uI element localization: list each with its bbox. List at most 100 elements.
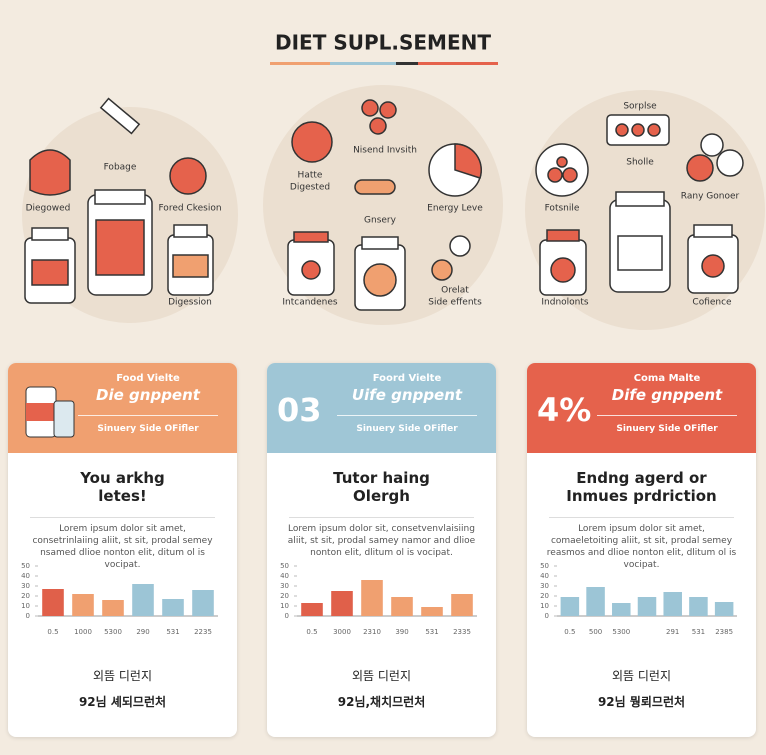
bar [612, 603, 631, 616]
y-tick-label: 40 [280, 572, 289, 580]
bottle-label [26, 403, 56, 421]
footer-text: 92님 셰되므런처 [78, 695, 167, 709]
y-tick-label: 30 [540, 582, 549, 590]
y-tick-label: 40 [540, 572, 549, 580]
bar-chart: 0 10 20 30 40 50 0.5 500 5300 291 531 2385 [540, 562, 737, 636]
icon-label: Side effents [428, 298, 482, 308]
bar-chart: 0 10 20 30 40 50 0.5 3000 2310 390 531 2335 [280, 562, 477, 636]
y-tick-label: 40 [21, 572, 30, 580]
bar [689, 597, 708, 616]
icon-label: Hatte [298, 171, 323, 181]
y-tick-label: 50 [280, 562, 289, 570]
bar [192, 590, 214, 616]
badge: 4% [537, 391, 592, 429]
icon-label: Fotsnile [545, 204, 580, 214]
card-title: Dife gnppent [611, 386, 723, 404]
paragraph: Lorem ipsum dolor sit amet, consetrinlai… [32, 524, 213, 570]
bar [162, 599, 184, 616]
card: 4% Coma Malte Dife gnppent Sinuery Side OFi… [527, 363, 756, 737]
bar [421, 607, 443, 616]
icon-label: Sorplse [623, 102, 657, 112]
bar [451, 594, 473, 616]
x-tick-label: 0.5 [306, 628, 317, 636]
divider [289, 517, 474, 518]
x-tick-label: 531 [166, 628, 179, 636]
bar [714, 602, 734, 616]
heading: Endng agerd or Inmues prdriction [527, 469, 756, 505]
y-tick-label: 50 [21, 562, 30, 570]
y-tick-label: 20 [280, 592, 289, 600]
heading: You arkhg letes! [8, 469, 237, 505]
icon-label: Intcandenes [282, 298, 338, 308]
footer-text: 외뜸 디런지 [92, 669, 152, 683]
card: 03 Foord Vielte Uife gnppent Sinuery Side O… [267, 363, 496, 737]
x-tick-label: 290 [136, 628, 149, 636]
heading-line: Tutor haing [333, 469, 430, 487]
icon-label: Fored Ckesion [158, 204, 221, 214]
paragraph: Lorem ipsum dolor sit, consetvenvlaisiin… [287, 524, 476, 558]
icon-label: Energy Leve [427, 204, 483, 214]
footer-text: 92님,채치므런처 [337, 695, 426, 709]
y-tick-label: 10 [21, 602, 30, 610]
bar [301, 603, 323, 616]
card-header: Food Vielte Die gnppent Sinuery Side OFifl… [8, 363, 237, 453]
top-illustration: DIET SUPL.SEMENT Fobage Diegowed Fored C… [22, 31, 765, 330]
card: Food Vielte Die gnppent Sinuery Side OFifl… [8, 363, 237, 737]
subtitle: Sinuery Side OFifler [97, 424, 199, 434]
x-tick-label: 0.5 [47, 628, 58, 636]
y-tick-label: 0 [545, 612, 549, 620]
icon-label: Fobage [104, 163, 137, 173]
bar [331, 591, 353, 616]
card-title: Uife gnppent [351, 386, 463, 404]
icon-label: Digession [168, 298, 212, 308]
card-header: 03 Foord Vielte Uife gnppent Sinuery Side O… [267, 363, 496, 453]
icon-label: Orelat [441, 286, 469, 296]
y-tick-label: 10 [540, 602, 549, 610]
bottle [53, 400, 75, 438]
card-header: 4% Coma Malte Dife gnppent Sinuery Side OFi… [527, 363, 756, 453]
heading-line: You arkhg [80, 469, 165, 487]
divider [337, 415, 477, 416]
title-underline [418, 62, 498, 65]
bar [42, 589, 64, 616]
divider [597, 415, 737, 416]
bar-chart: 0 10 20 30 40 50 0.5 1000 5300 290 531 2235 [21, 562, 218, 636]
subtitle: Sinuery Side OFifler [356, 424, 458, 434]
icon-label: Nisend Invsith [353, 146, 417, 156]
heading: Tutor haing Olergh [267, 469, 496, 505]
bar [361, 580, 383, 616]
y-tick-label: 30 [280, 582, 289, 590]
divider [78, 415, 218, 416]
icons [24, 97, 744, 311]
x-tick-label: 2385 [715, 628, 733, 636]
divider [30, 517, 215, 518]
card-title: Die gnppent [96, 386, 200, 404]
footer-text: 외뜸 디런지 [351, 669, 411, 683]
bar [72, 594, 94, 616]
bar [663, 592, 682, 616]
heading-line: Endng agerd or [576, 469, 707, 487]
bar [637, 597, 657, 616]
icon-label: Diegowed [26, 204, 71, 214]
x-tick-label: 2235 [194, 628, 212, 636]
x-tick-label: 1000 [74, 628, 92, 636]
x-tick-label: 2335 [453, 628, 471, 636]
heading-line: letes! [98, 487, 147, 505]
y-tick-label: 50 [540, 562, 549, 570]
bottle-icon [25, 386, 75, 438]
title-underline [396, 62, 418, 65]
icon-label: Rany Gonoer [681, 192, 740, 202]
bar [132, 584, 154, 616]
icon-label: Cofience [692, 298, 732, 308]
footer-text: 92님 뭥뢰므런처 [597, 695, 686, 709]
bar [586, 587, 605, 616]
icon-label: Sholle [626, 158, 654, 168]
x-tick-label: 390 [395, 628, 408, 636]
x-tick-label: 291 [666, 628, 679, 636]
icon-label: Gnsery [364, 216, 397, 226]
subtitle: Sinuery Side OFifler [616, 424, 718, 434]
badge: 03 [277, 391, 322, 429]
y-tick-label: 30 [21, 582, 30, 590]
main-title: DIET SUPL.SEMENT [275, 31, 491, 55]
bar [102, 600, 124, 616]
